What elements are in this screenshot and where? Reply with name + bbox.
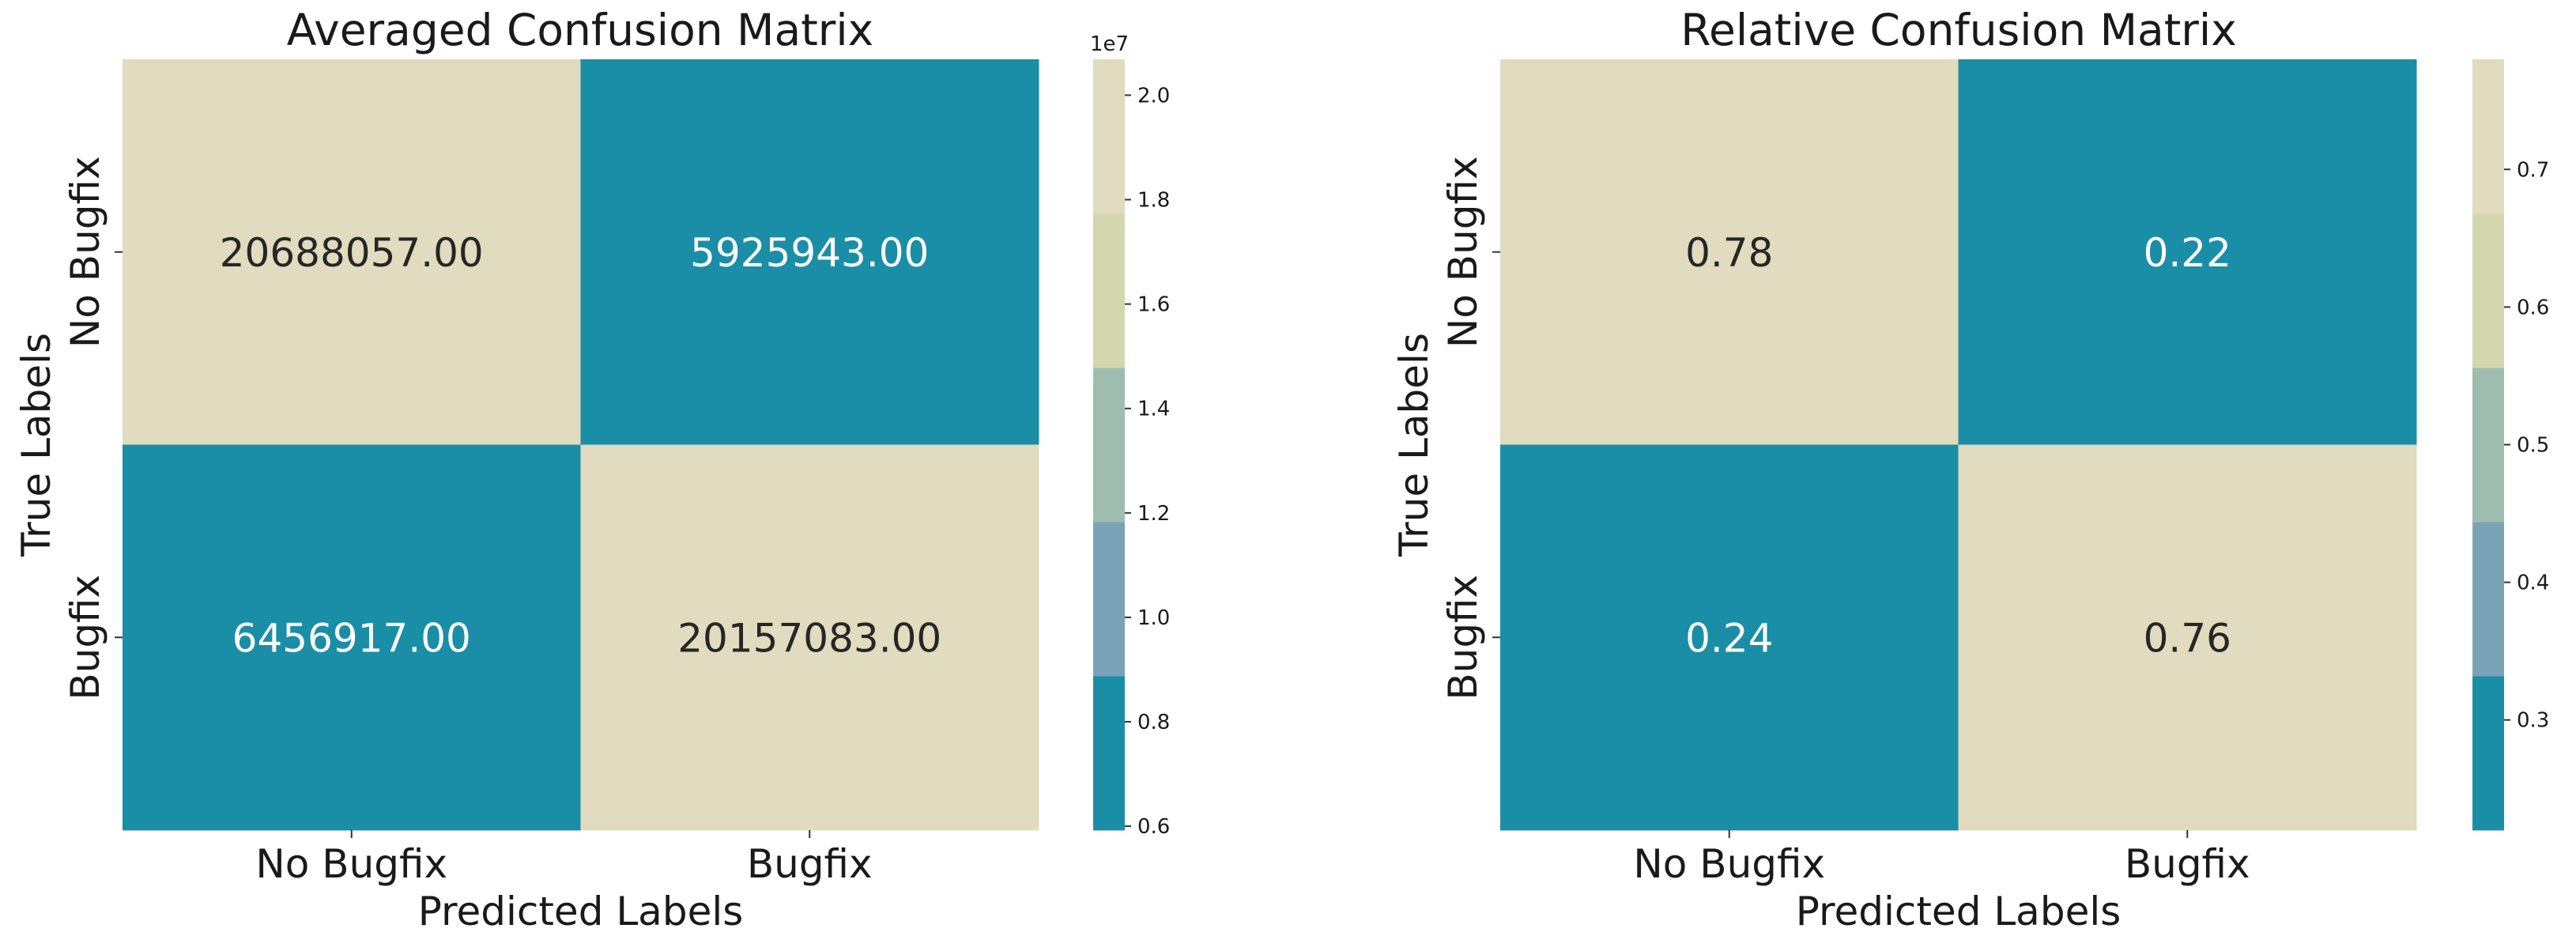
heatmap-panel-2: Relative Confusion Matrix 0.78 0.22 0.24 0.7… <box>1391 5 2549 934</box>
colorbar-tick-label: 1.8 <box>1137 189 1170 213</box>
y-tick-label: No Bugfix <box>1440 156 1486 348</box>
colorbar-bin <box>2472 213 2504 368</box>
x-tick-label: Bugfix <box>747 841 873 887</box>
heatmap-cell <box>580 444 1039 831</box>
colorbar-tick-label: 0.4 <box>2517 572 2549 595</box>
cell-value-label: 0.76 <box>2144 615 2231 661</box>
y-tick-label: No Bugfix <box>62 156 108 348</box>
colorbar-bin <box>2472 368 2504 523</box>
cell-value-label: 0.22 <box>2144 230 2231 276</box>
colorbar-multiplier-label: 1e7 <box>1090 32 1129 56</box>
x-axis-label: Predicted Labels <box>418 889 744 934</box>
heatmap-panel-1: Averaged Confusion Matrix 20688057.00 5925… <box>13 5 1170 934</box>
y-axis-label: True Labels <box>13 333 59 557</box>
y-tick-label: Bugfix <box>62 575 108 700</box>
y-axis-label: True Labels <box>1391 333 1437 557</box>
colorbar-tick-label: 0.5 <box>2517 434 2549 458</box>
colorbar-bin <box>2472 522 2504 677</box>
colorbar-bin <box>1093 368 1125 523</box>
colorbar-tick-label: 2.0 <box>1137 84 1170 108</box>
x-tick-label: No Bugfix <box>255 841 447 887</box>
colorbar-bin <box>1093 676 1125 831</box>
cell-value-label: 0.78 <box>1685 230 1773 276</box>
cell-value-label: 20157083.00 <box>677 615 941 661</box>
colorbar-tick-label: 1.6 <box>1137 293 1170 317</box>
heatmap-cell <box>1958 59 2417 445</box>
cell-value-label: 0.24 <box>1685 615 1773 661</box>
x-axis-label: Predicted Labels <box>1796 889 2122 934</box>
heatmap-cell <box>1958 444 2417 831</box>
x-tick-label: Bugfix <box>2125 841 2250 887</box>
colorbar-bin <box>2472 676 2504 831</box>
colorbar-bin <box>2472 59 2504 214</box>
heatmap-cell <box>1500 444 1959 831</box>
cell-value-label: 20688057.00 <box>220 230 484 276</box>
y-tick-label: Bugfix <box>1440 575 1486 700</box>
colorbar-tick-label: 1.2 <box>1137 502 1170 526</box>
heatmap-cell <box>580 59 1039 445</box>
chart-title: Relative Confusion Matrix <box>1680 5 2237 55</box>
chart-title: Averaged Confusion Matrix <box>287 5 873 55</box>
colorbar-tick-label: 0.6 <box>1137 815 1170 839</box>
colorbar-bin <box>1093 213 1125 368</box>
cell-value-label: 6456917.00 <box>232 615 471 661</box>
heatmap-cell <box>123 59 581 445</box>
colorbar-tick-label: 1.0 <box>1137 606 1170 630</box>
heatmap-cell <box>1500 59 1959 445</box>
colorbar-bin <box>1093 59 1125 214</box>
colorbar-tick-label: 0.8 <box>1137 711 1170 734</box>
colorbar: 0.3 0.4 0.5 0.6 0.7 <box>2472 59 2549 831</box>
colorbar-tick-label: 1.4 <box>1137 398 1170 421</box>
colorbar-tick-label: 0.7 <box>2517 158 2549 182</box>
cell-value-label: 5925943.00 <box>690 230 929 276</box>
colorbar-tick-label: 0.3 <box>2517 709 2549 733</box>
colorbar-tick-label: 0.6 <box>2517 296 2549 319</box>
colorbar-bin <box>1093 522 1125 677</box>
heatmap-cell <box>123 444 581 831</box>
colorbar: 0.6 0.8 1.0 1.2 1.4 1.6 1.8 2.0 1e7 <box>1090 32 1170 839</box>
x-tick-label: No Bugfix <box>1633 841 1825 887</box>
